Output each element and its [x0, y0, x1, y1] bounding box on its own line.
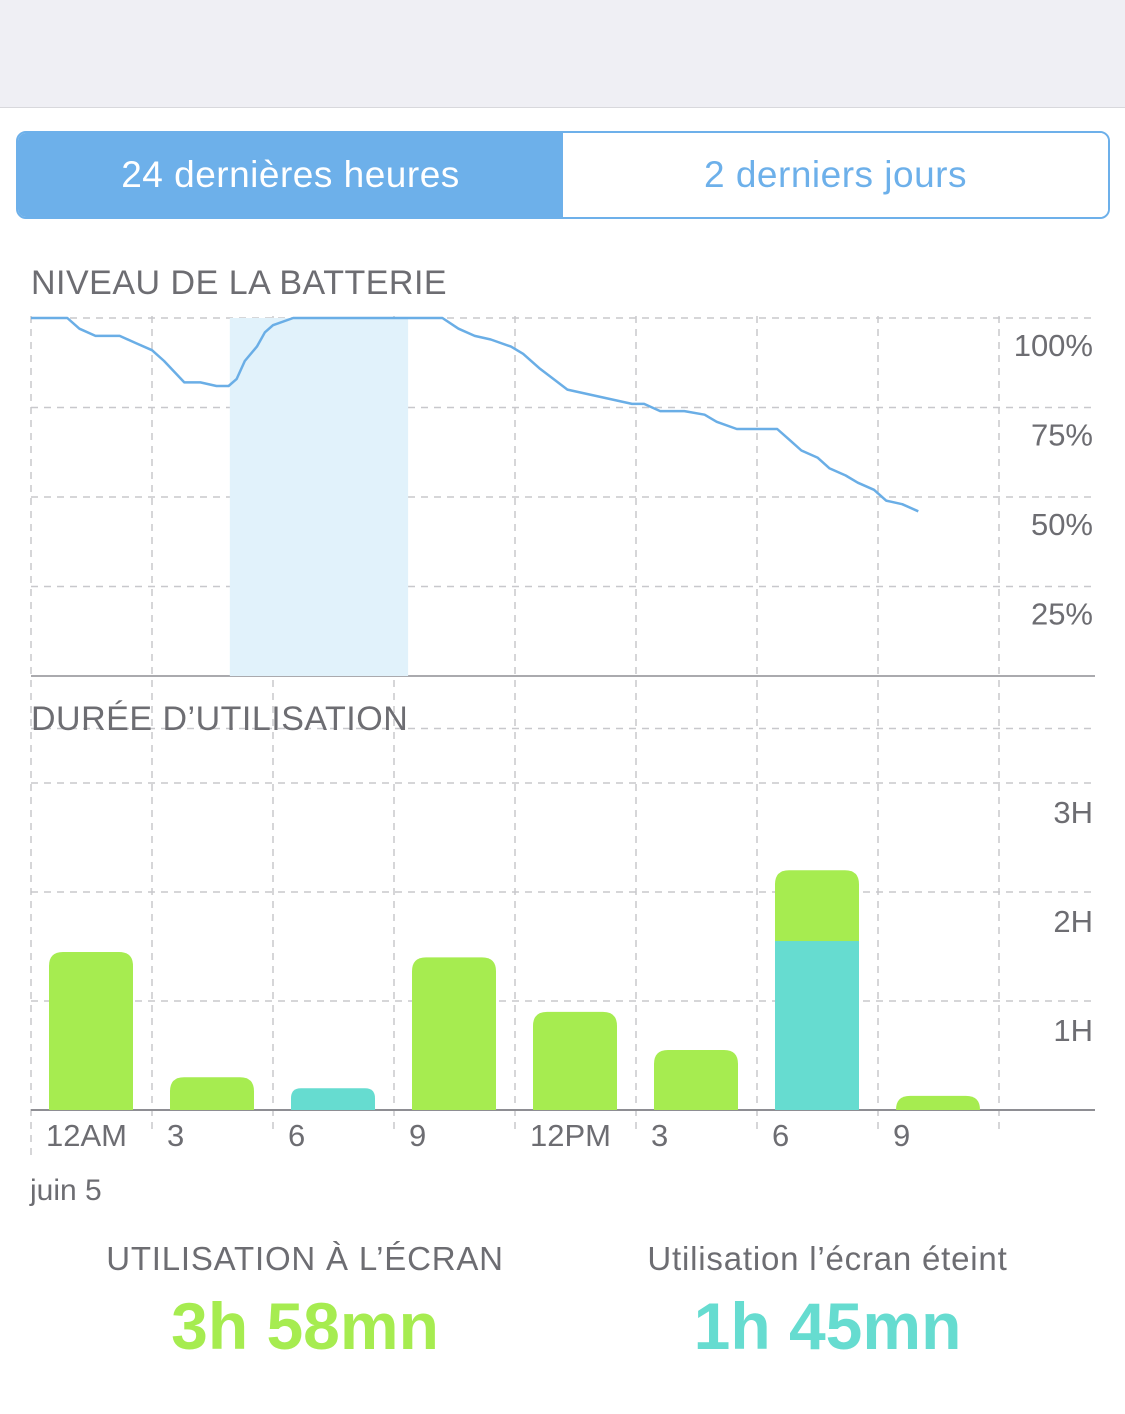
battery-y-tick-label: 25%	[1031, 597, 1093, 632]
screen-off-usage-value: 1h 45mn	[693, 1289, 962, 1363]
x-tick-label: 6	[772, 1118, 789, 1153]
screen-off-usage-title: Utilisation l’écran éteint	[647, 1240, 1008, 1277]
x-tick-label: 6	[288, 1118, 305, 1153]
usage-y-tick-label: 1H	[1053, 1013, 1093, 1048]
usage-bars-layer	[49, 870, 980, 1110]
date-label: juin 5	[30, 1174, 102, 1207]
usage-bar-screen-on	[412, 957, 496, 1110]
battery-y-tick-label: 100%	[1014, 328, 1093, 363]
screen-on-usage-value: 3h 58mn	[171, 1289, 439, 1363]
battery-y-tick-label: 50%	[1031, 507, 1093, 542]
usage-bar-screen-off	[775, 941, 859, 1110]
x-tick-label: 9	[409, 1118, 426, 1153]
usage-bar-screen-on	[896, 1095, 980, 1110]
tab-last-2-days[interactable]: 2 derniers jours	[563, 133, 1108, 217]
usage-duration-title: DURÉE D’UTILISATION	[31, 700, 409, 738]
tab-last-24-hours[interactable]: 24 dernières heures	[18, 133, 563, 217]
usage-bar-screen-on	[170, 1077, 254, 1110]
battery-line-layer	[31, 316, 919, 513]
usage-bar-screen-on	[775, 870, 859, 1110]
usage-y-tick-label: 3H	[1053, 795, 1093, 830]
time-range-segmented-control[interactable]: 24 dernières heures 2 derniers jours	[16, 131, 1110, 219]
usage-bar-screen-on	[533, 1011, 617, 1110]
x-tick-label: 12AM	[46, 1118, 127, 1153]
x-tick-label: 3	[167, 1118, 184, 1153]
x-tick-label: 12PM	[530, 1118, 611, 1153]
axis-labels-layer: 25% 50% 75% 100% 1H 2H 3H 12AM 3 6 9 12PM 3 6 9	[46, 328, 1093, 1153]
charging-period-band	[229, 318, 409, 676]
screen-off-usage-stat: Utilisation l’écran éteint 1h 45mn	[565, 1240, 1090, 1364]
battery-y-tick-label: 75%	[1031, 418, 1093, 453]
battery-level-line	[31, 316, 919, 513]
navigation-bar	[0, 0, 1125, 108]
usage-bar-screen-on	[654, 1050, 738, 1110]
charging-band-layer	[229, 318, 409, 676]
battery-level-title: NIVEAU DE LA BATTERIE	[31, 264, 448, 302]
x-tick-label: 9	[893, 1118, 910, 1153]
usage-bar-screen-off	[291, 1088, 375, 1110]
screen-on-usage-stat: UTILISATION À L’ÉCRAN 3h 58mn	[40, 1240, 570, 1364]
usage-bar-screen-on	[49, 951, 133, 1110]
screen-on-usage-title: UTILISATION À L’ÉCRAN	[106, 1240, 504, 1277]
x-tick-label: 3	[651, 1118, 668, 1153]
usage-y-tick-label: 2H	[1053, 904, 1093, 939]
